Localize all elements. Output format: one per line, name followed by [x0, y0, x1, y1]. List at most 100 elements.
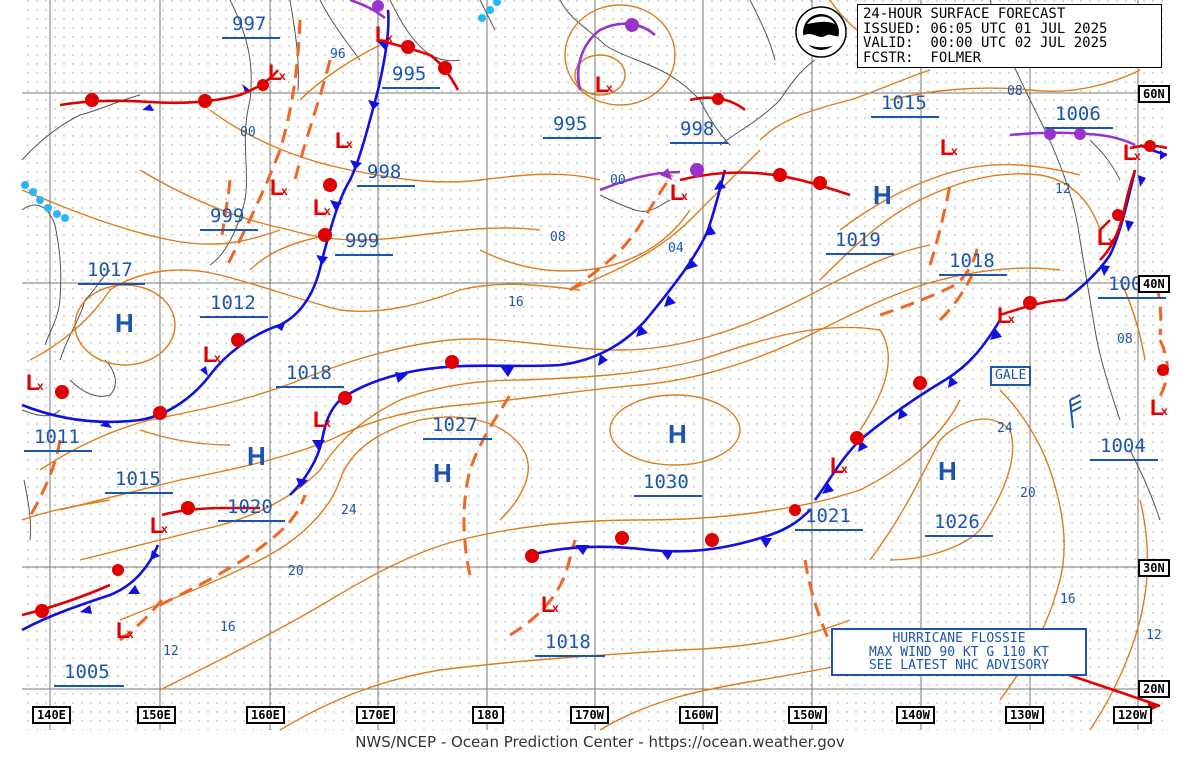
- svg-text:L: L: [268, 60, 281, 85]
- longitude-label: 160E: [246, 706, 285, 724]
- svg-text:L: L: [335, 128, 348, 153]
- svg-text:x: x: [681, 189, 688, 203]
- longitude-label: 160W: [679, 706, 718, 724]
- pressure-label: 999: [345, 230, 379, 252]
- high-marker: H: [115, 308, 134, 338]
- warm-front-bulges: [35, 40, 1169, 618]
- isobar-labels: 96 00 00 08 04 16 24 20 16 12 24 20 16 1…: [163, 47, 1162, 659]
- high-markers: H H H H H H: [115, 180, 957, 488]
- svg-text:L: L: [313, 407, 326, 432]
- isobar-label: 12: [1055, 182, 1071, 197]
- svg-text:L: L: [1123, 140, 1136, 165]
- high-marker: H: [668, 419, 687, 449]
- isobar-label: 08: [550, 230, 566, 245]
- longitude-label: 170W: [570, 706, 609, 724]
- pressure-label: 999: [210, 205, 244, 227]
- svg-text:L: L: [116, 618, 129, 643]
- svg-text:L: L: [670, 180, 683, 205]
- svg-text:x: x: [324, 416, 331, 430]
- svg-text:L: L: [1150, 395, 1163, 420]
- svg-text:x: x: [606, 81, 613, 95]
- isobar-label: 20: [288, 564, 304, 579]
- low-marker: Lx: [1150, 395, 1168, 420]
- footer-credit: NWS/NCEP - Ocean Prediction Center - htt…: [355, 733, 845, 751]
- svg-text:L: L: [313, 195, 326, 220]
- svg-text:x: x: [127, 627, 134, 641]
- header-valid: VALID: 00:00 UTC 02 JUL 2025: [863, 35, 1108, 52]
- isobar-label: 12: [163, 644, 179, 659]
- pressure-label: 1018: [545, 631, 591, 653]
- svg-text:x: x: [214, 351, 221, 365]
- longitude-label: 170E: [356, 706, 395, 724]
- low-marker: Lx: [830, 453, 848, 478]
- isobar-label: 08: [1007, 84, 1023, 99]
- pressure-label: 998: [367, 161, 401, 183]
- wind-barb-icon: [1069, 394, 1082, 429]
- pressure-label: 1015: [115, 468, 161, 490]
- isobar-label: 20: [1020, 486, 1036, 501]
- svg-text:x: x: [1108, 234, 1115, 248]
- latitude-label: 30N: [1138, 559, 1170, 577]
- pressure-label: 1015: [881, 92, 927, 114]
- latitude-label: 40N: [1138, 275, 1170, 293]
- pressure-label: 1027: [432, 414, 478, 436]
- pressure-label: 1004: [1100, 435, 1146, 457]
- pressure-label: 1018: [286, 362, 332, 384]
- svg-text:L: L: [203, 342, 216, 367]
- isobar-label: 16: [1060, 592, 1076, 607]
- hurricane-name: HURRICANE FLOSSIE: [892, 631, 1026, 646]
- svg-text:L: L: [1097, 225, 1110, 250]
- svg-text:x: x: [161, 522, 168, 536]
- low-marker: Lx: [375, 22, 393, 47]
- pressure-label: 1021: [805, 505, 851, 527]
- svg-text:L: L: [375, 22, 388, 47]
- svg-text:x: x: [386, 31, 393, 45]
- low-marker: Lx: [1097, 225, 1115, 250]
- isobar-label: 08: [1117, 332, 1133, 347]
- svg-text:L: L: [541, 592, 554, 617]
- longitude-label: 140E: [32, 706, 71, 724]
- pressure-label: 1030: [643, 471, 689, 493]
- low-marker: Lx: [116, 618, 134, 643]
- svg-text:L: L: [940, 135, 953, 160]
- pressure-label: 998: [680, 118, 714, 140]
- longitude-label: 180: [472, 706, 504, 724]
- low-marker: Lx: [1123, 140, 1141, 165]
- pressure-label: 1017: [87, 259, 133, 281]
- isobar-label: 16: [220, 620, 236, 635]
- isobar-label: 00: [240, 125, 256, 140]
- low-marker: Lx: [313, 407, 331, 432]
- isobar-label: 16: [508, 295, 524, 310]
- isobar-label: 24: [341, 503, 357, 518]
- low-marker: Lx: [997, 303, 1015, 328]
- latitude-label: 60N: [1138, 85, 1170, 103]
- pressure-label: 1011: [34, 426, 80, 448]
- low-marker: Lx: [541, 592, 559, 617]
- pressure-underlines: [24, 37, 1166, 687]
- header-forecaster: FCSTR: FOLMER: [863, 49, 982, 66]
- longitude-label: 150W: [788, 706, 827, 724]
- forecast-header: 24-HOUR SURFACE FORECAST ISSUED: 06:05 UT…: [857, 4, 1162, 68]
- svg-text:x: x: [951, 144, 958, 158]
- noaa-logo-icon: [795, 6, 847, 58]
- svg-text:x: x: [279, 69, 286, 83]
- gale-warning-label: GALE: [990, 366, 1032, 386]
- pressure-label: 1020: [227, 496, 273, 518]
- isobar-label: 04: [668, 241, 684, 256]
- high-marker: H: [938, 456, 957, 486]
- pressure-label: 1006: [1055, 103, 1101, 125]
- svg-text:L: L: [830, 453, 843, 478]
- svg-text:x: x: [1161, 404, 1168, 418]
- occluded-symbols: [372, 0, 1086, 180]
- svg-text:L: L: [26, 370, 39, 395]
- svg-text:x: x: [841, 462, 848, 476]
- low-marker: Lx: [150, 513, 168, 538]
- svg-text:x: x: [37, 379, 44, 393]
- cold-front-barbs: [80, 42, 1167, 614]
- longitude-label: 150E: [137, 706, 176, 724]
- isobar-label: 00: [610, 173, 626, 188]
- high-marker: H: [433, 458, 452, 488]
- hurricane-advisory-box: HURRICANE FLOSSIE MAX WIND 90 KT G 110 K…: [831, 628, 1087, 676]
